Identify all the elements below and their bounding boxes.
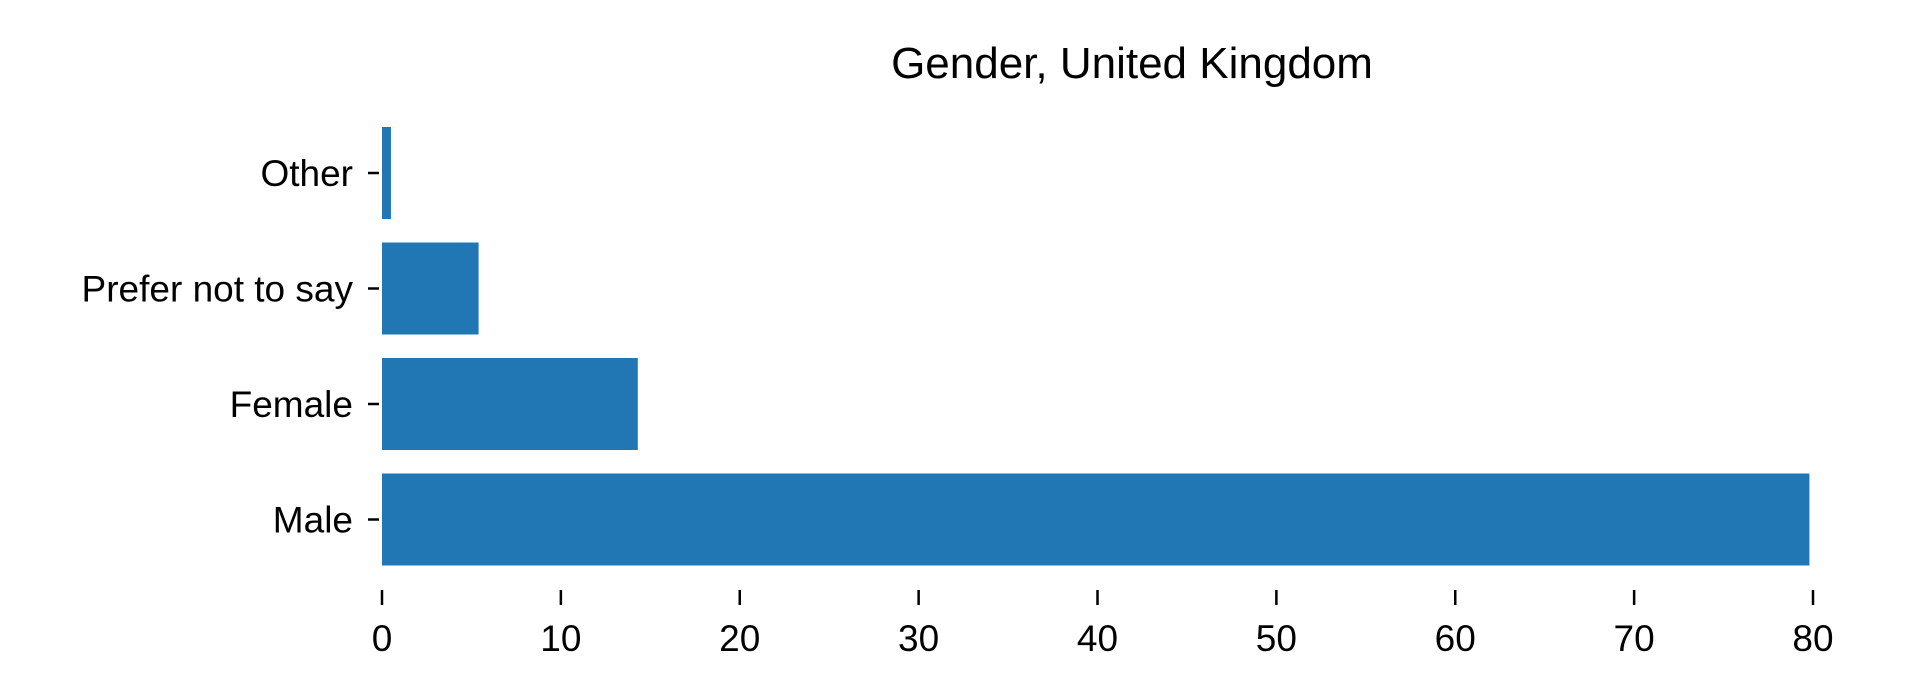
bars-layer	[382, 127, 1810, 566]
x-tick-label: 70	[1614, 618, 1655, 659]
x-axis: 0 10 20 30 40 50 60 70 80	[372, 590, 1834, 659]
chart-title: Gender, United Kingdom	[891, 39, 1373, 88]
y-axis: Male Female Prefer not to say Other	[82, 153, 379, 541]
x-tick-label: 60	[1435, 618, 1476, 659]
x-tick-label: 10	[540, 618, 581, 659]
y-tick-label: Male	[273, 500, 353, 541]
x-tick-label: 40	[1077, 618, 1118, 659]
bar-other	[382, 127, 391, 219]
x-tick-label: 80	[1792, 618, 1833, 659]
y-tick-label: Female	[230, 384, 353, 425]
bar-prefer-not-to-say	[382, 242, 479, 335]
bar-male	[382, 473, 1810, 566]
x-tick-label: 50	[1256, 618, 1297, 659]
x-tick-label: 30	[898, 618, 939, 659]
y-tick-label: Other	[260, 153, 353, 194]
x-tick-label: 0	[372, 618, 393, 659]
bar-female	[382, 358, 638, 450]
x-tick-label: 20	[719, 618, 760, 659]
y-tick-label: Prefer not to say	[82, 269, 354, 310]
